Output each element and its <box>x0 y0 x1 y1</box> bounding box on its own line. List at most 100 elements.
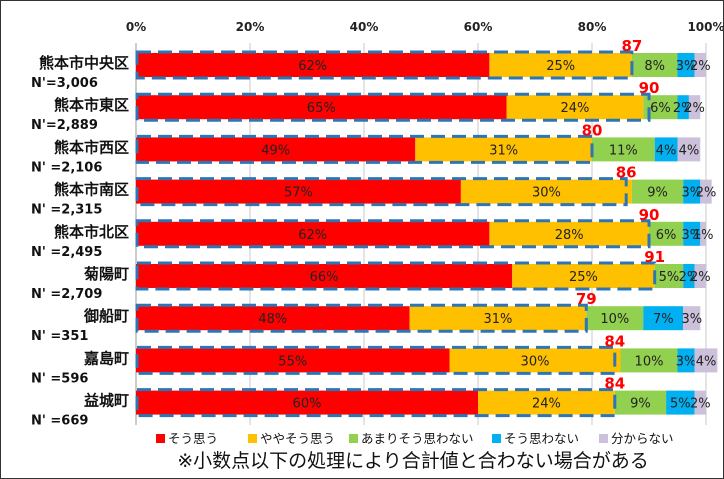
legend-swatch <box>492 434 501 443</box>
segment-value-label: 6% <box>656 228 677 243</box>
legend-label: そう思う <box>168 431 218 446</box>
bar-segment <box>688 95 701 120</box>
x-tick-label: 40% <box>350 20 379 34</box>
segment-value-label: 28% <box>555 228 584 243</box>
segment-value-label: 3% <box>676 354 697 369</box>
bar-segment <box>683 179 701 204</box>
total-outline <box>135 50 634 80</box>
segment-value-label: 10% <box>600 312 629 327</box>
bar-segment <box>136 221 490 246</box>
bar-segment <box>694 348 718 373</box>
total-value-label: 80 <box>582 121 603 139</box>
bar-segment <box>409 306 587 331</box>
segment-value-label: 2% <box>690 397 711 412</box>
segment-value-label: 6% <box>650 101 671 116</box>
x-axis-ticks: 0% 20% 40% 60% 80% 100% <box>126 20 723 34</box>
category-label: 熊本市北区 <box>54 223 129 241</box>
bar-segment <box>677 348 695 373</box>
segment-value-label: 3% <box>681 186 702 201</box>
segment-value-label: 10% <box>635 354 664 369</box>
segment-value-label: 66% <box>310 270 339 285</box>
legend-swatch <box>248 434 257 443</box>
segment-value-label: 60% <box>293 397 322 412</box>
segment-value-label: 4% <box>679 143 700 158</box>
bar-segment <box>489 53 632 77</box>
segment-value-label: 3% <box>681 228 702 243</box>
total-outline <box>135 345 617 375</box>
category-sample-size: N' =596 <box>31 371 88 386</box>
segment-value-label: 24% <box>532 397 561 412</box>
segment-value-label: 2% <box>679 270 700 285</box>
category-sample-size: N' =2,495 <box>31 245 102 260</box>
total-value-label: 86 <box>616 164 637 182</box>
segment-value-label: 62% <box>298 59 327 74</box>
bar-segment <box>654 137 678 162</box>
segment-value-label: 3% <box>676 59 697 74</box>
bar-segment <box>666 390 695 415</box>
category-sample-size: N' =669 <box>31 414 88 429</box>
x-tick-label: 20% <box>236 20 265 34</box>
bar-segment <box>694 264 706 288</box>
legend-label: 分からない <box>611 431 674 446</box>
bar-segment <box>489 221 649 246</box>
bars: 62% 25% 8% 3%2%65% 24% 6% 2%2%49% 31% 11% 4% 4%57%… <box>136 53 718 415</box>
bar-segment <box>677 95 689 120</box>
total-outline <box>135 134 594 164</box>
bar-segment <box>700 179 712 204</box>
bar-segment <box>478 390 615 415</box>
segment-value-label: 9% <box>630 397 651 412</box>
segment-value-label: 9% <box>647 186 668 201</box>
bar-segment <box>506 95 644 120</box>
total-outline <box>135 261 657 291</box>
category-label: 熊本市東区 <box>54 96 129 114</box>
segment-value-label: 5% <box>670 397 691 412</box>
x-tick-label: 60% <box>464 20 493 34</box>
segment-value-label: 57% <box>284 186 313 201</box>
bar-segment <box>614 390 667 415</box>
bar-segment <box>136 264 513 288</box>
segment-value-label: 2% <box>696 186 717 201</box>
x-tick-label: 0% <box>126 20 146 34</box>
total-value-label: 87 <box>621 37 642 55</box>
category-sample-size: N' =2,106 <box>31 160 102 175</box>
bar-segment <box>700 221 706 246</box>
bar-segment <box>654 264 684 288</box>
segment-value-label: 5% <box>659 270 680 285</box>
x-tick-label: 100% <box>687 20 723 34</box>
bar-segment <box>136 348 450 373</box>
total-value-label: 79 <box>576 290 597 308</box>
total-value-label: 90 <box>639 206 660 224</box>
legend-swatch <box>599 434 608 443</box>
total-value-label: 91 <box>644 248 665 266</box>
segment-value-label: 62% <box>298 228 327 243</box>
bar-segment <box>136 53 490 77</box>
bar-segment <box>136 306 410 331</box>
bar-segment <box>415 137 592 162</box>
bar-segment <box>460 179 632 204</box>
segment-value-label: 65% <box>307 101 336 116</box>
bar-segment <box>136 137 416 162</box>
category-labels: 熊本市中央区 N'=3,006 熊本市東区 N'=2,889 熊本市西区 N' =2,10… <box>31 54 129 429</box>
total-outline <box>135 219 651 249</box>
segment-value-label: 4% <box>656 143 677 158</box>
segment-value-label: 7% <box>653 312 674 327</box>
segment-value-label: 31% <box>483 312 512 327</box>
segment-value-label: 3% <box>681 312 702 327</box>
bar-segment <box>592 137 655 162</box>
bar-segment <box>136 390 478 415</box>
category-label: 嘉島町 <box>83 349 129 367</box>
legend-label: あまりそう思わない <box>361 431 474 446</box>
bar-segment <box>683 306 701 331</box>
category-label: 益城町 <box>84 392 129 410</box>
bar-segment <box>677 53 695 77</box>
category-sample-size: N' =351 <box>31 329 88 344</box>
bar-segment <box>136 95 507 120</box>
segment-value-label: 49% <box>261 143 290 158</box>
segment-value-label: 31% <box>489 143 518 158</box>
category-label: 熊本市西区 <box>54 138 129 156</box>
bar-segment <box>683 264 695 288</box>
segment-value-label: 24% <box>560 101 589 116</box>
bar-segment <box>136 179 461 204</box>
category-label: 熊本市中央区 <box>39 54 129 72</box>
